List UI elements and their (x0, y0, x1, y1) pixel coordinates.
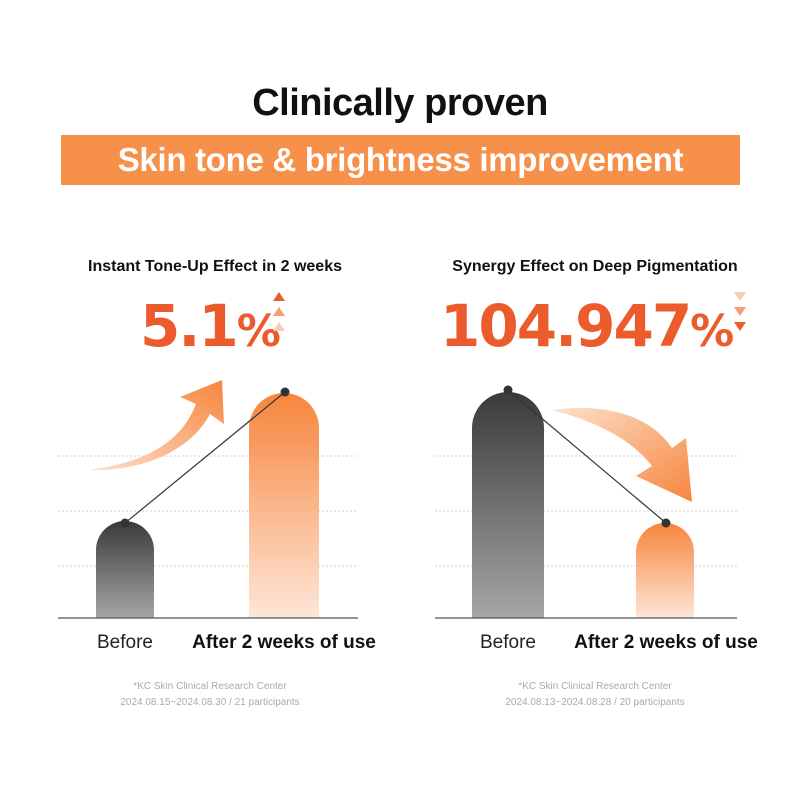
left-before-bar (96, 521, 154, 618)
left-before-point (120, 518, 130, 528)
right-subtitle: Synergy Effect on Deep Pigmentation (452, 258, 738, 275)
left-connector-line (124, 391, 286, 524)
right-after-bar (636, 523, 694, 618)
left-footnote-line1: *KC Skin Clinical Research Center (133, 681, 287, 692)
left-value-number: 5.1 (140, 292, 239, 360)
left-value-unit: % (236, 306, 281, 357)
right-before-label: Before (480, 632, 536, 653)
right-value: 104.947% (440, 292, 734, 360)
left-trend-arrow (88, 380, 224, 471)
left-value: 5.1% (140, 292, 281, 360)
left-footnote-line2: 2024.08.15~2024.08.30 / 21 participants (120, 697, 300, 708)
headline-banner: Skin tone & brightness improvement (61, 135, 740, 185)
right-after-label: After 2 weeks of use (574, 632, 758, 653)
left-after-bar (249, 393, 319, 618)
left-before-label: Before (97, 632, 153, 653)
triple-up-arrow-icon (273, 292, 285, 331)
right-value-number: 104.947 (440, 292, 692, 360)
right-footnote: *KC Skin Clinical Research Center 2024.0… (465, 679, 725, 711)
left-subtitle: Instant Tone-Up Effect in 2 weeks (88, 258, 342, 275)
left-after-point (280, 387, 290, 397)
triple-down-arrow-icon (734, 292, 746, 331)
right-after-point (661, 518, 671, 528)
right-before-point (503, 385, 513, 395)
right-footnote-line1: *KC Skin Clinical Research Center (518, 681, 672, 692)
banner-text: Skin tone & brightness improvement (117, 141, 684, 178)
page-title: Clinically proven (252, 82, 548, 124)
left-after-label: After 2 weeks of use (192, 632, 376, 653)
right-connector-line (507, 389, 667, 524)
right-trend-arrow (552, 407, 692, 502)
right-before-bar (472, 392, 544, 618)
right-value-unit: % (690, 306, 734, 357)
left-footnote: *KC Skin Clinical Research Center 2024.0… (80, 679, 340, 711)
right-footnote-line2: 2024.08.13~2024.08.28 / 20 participants (505, 697, 685, 708)
